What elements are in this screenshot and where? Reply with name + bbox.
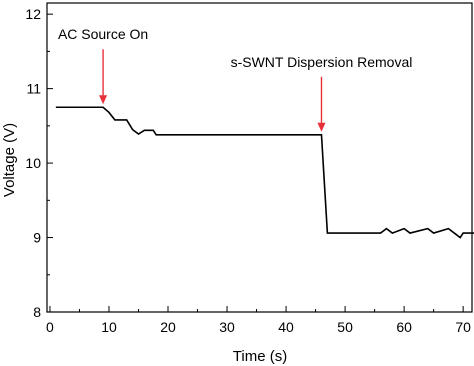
data-line	[55, 106, 474, 239]
x-tick-label: 20	[160, 319, 176, 335]
x-axis-label: Time (s)	[233, 348, 287, 365]
annotation: s-SWNT Dispersion Removal	[231, 54, 413, 70]
y-tick-label: 12	[25, 6, 41, 22]
x-tick-label: 40	[278, 319, 294, 335]
arrow-head	[99, 95, 108, 105]
annotation: AC Source On	[58, 26, 148, 42]
y-tick-label: 11	[26, 81, 41, 97]
y-tick-label: 9	[33, 230, 41, 246]
x-tick-label: 70	[455, 319, 471, 335]
x-tick-label: 50	[337, 319, 353, 335]
x-tick-label: 10	[101, 319, 117, 335]
y-axis-label: Voltage (V)	[1, 123, 18, 197]
y-tick-label: 10	[25, 155, 41, 171]
x-tick-label: 30	[219, 319, 235, 335]
y-tick-label: 8	[33, 304, 41, 320]
x-tick-label: 60	[396, 319, 412, 335]
plot-frame	[46, 2, 473, 313]
arrow-head	[317, 122, 326, 132]
x-tick-label: 0	[46, 319, 54, 335]
